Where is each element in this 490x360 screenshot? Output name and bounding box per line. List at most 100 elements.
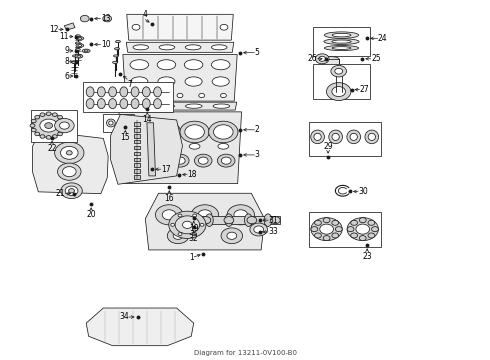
Circle shape: [368, 233, 375, 238]
Ellipse shape: [120, 99, 128, 109]
Ellipse shape: [73, 55, 77, 57]
Ellipse shape: [120, 87, 128, 97]
Ellipse shape: [154, 99, 161, 109]
Ellipse shape: [75, 42, 80, 44]
Ellipse shape: [143, 87, 150, 97]
Circle shape: [347, 218, 378, 240]
Circle shape: [65, 186, 78, 195]
Circle shape: [58, 132, 62, 136]
Ellipse shape: [131, 87, 139, 97]
Circle shape: [58, 116, 62, 119]
Circle shape: [40, 135, 45, 138]
Ellipse shape: [211, 60, 230, 70]
Ellipse shape: [311, 130, 324, 144]
Circle shape: [220, 24, 228, 30]
Bar: [134, 134, 140, 138]
Ellipse shape: [189, 143, 200, 149]
Bar: [134, 140, 140, 144]
Circle shape: [132, 24, 140, 30]
Circle shape: [52, 135, 57, 138]
Circle shape: [57, 163, 81, 180]
Circle shape: [214, 125, 233, 139]
Circle shape: [52, 113, 57, 116]
Circle shape: [221, 157, 231, 164]
Circle shape: [198, 157, 208, 164]
Circle shape: [195, 154, 212, 167]
Circle shape: [152, 157, 162, 164]
Text: 18: 18: [187, 170, 197, 179]
Circle shape: [155, 205, 183, 225]
Text: 33: 33: [269, 228, 278, 237]
Circle shape: [335, 227, 342, 231]
Ellipse shape: [130, 60, 148, 70]
Ellipse shape: [130, 104, 147, 108]
Ellipse shape: [143, 99, 150, 109]
Ellipse shape: [158, 77, 175, 86]
Bar: [134, 122, 140, 126]
Ellipse shape: [72, 61, 76, 63]
Ellipse shape: [186, 214, 194, 226]
Text: 9: 9: [64, 46, 69, 55]
Circle shape: [167, 228, 189, 244]
Ellipse shape: [185, 45, 201, 50]
Circle shape: [182, 221, 192, 228]
Ellipse shape: [86, 87, 94, 97]
Ellipse shape: [332, 40, 351, 43]
Circle shape: [32, 114, 65, 138]
Ellipse shape: [115, 48, 120, 50]
Ellipse shape: [264, 214, 272, 226]
Circle shape: [31, 119, 36, 123]
Bar: [134, 146, 140, 149]
Circle shape: [356, 224, 369, 234]
Circle shape: [35, 116, 40, 119]
Circle shape: [60, 147, 78, 159]
Ellipse shape: [77, 55, 81, 57]
Text: 10: 10: [101, 40, 110, 49]
Text: 27: 27: [360, 85, 369, 94]
Polygon shape: [111, 114, 182, 184]
Circle shape: [129, 157, 139, 164]
Circle shape: [185, 125, 204, 139]
Ellipse shape: [113, 61, 118, 63]
Circle shape: [209, 121, 238, 143]
Ellipse shape: [133, 45, 148, 50]
Circle shape: [218, 154, 235, 167]
Circle shape: [122, 121, 152, 143]
Text: 5: 5: [255, 48, 260, 57]
Circle shape: [61, 183, 82, 199]
Polygon shape: [119, 112, 242, 184]
Circle shape: [162, 210, 176, 220]
Text: 3: 3: [255, 150, 260, 159]
Ellipse shape: [109, 87, 117, 97]
Ellipse shape: [84, 50, 88, 52]
Ellipse shape: [213, 104, 230, 108]
Polygon shape: [127, 14, 233, 40]
Text: 17: 17: [161, 165, 171, 174]
Text: 19: 19: [189, 224, 198, 233]
Ellipse shape: [86, 99, 94, 109]
Text: 26: 26: [308, 54, 318, 63]
Circle shape: [61, 119, 66, 123]
Ellipse shape: [76, 44, 84, 47]
Text: 14: 14: [143, 115, 152, 124]
Ellipse shape: [350, 133, 357, 140]
Ellipse shape: [314, 133, 321, 140]
Ellipse shape: [109, 99, 117, 109]
Bar: [134, 128, 140, 132]
Ellipse shape: [78, 37, 82, 39]
Text: 20: 20: [86, 211, 96, 220]
Circle shape: [55, 118, 74, 133]
Circle shape: [148, 154, 166, 167]
Circle shape: [40, 113, 45, 116]
Ellipse shape: [124, 121, 128, 125]
Text: 32: 32: [189, 234, 198, 243]
Circle shape: [335, 68, 343, 74]
Text: 1: 1: [189, 253, 194, 262]
Text: 6: 6: [64, 72, 69, 81]
Text: 11: 11: [60, 32, 69, 41]
Ellipse shape: [98, 99, 105, 109]
Circle shape: [61, 128, 66, 132]
Ellipse shape: [159, 45, 175, 50]
Circle shape: [127, 125, 147, 139]
Circle shape: [316, 54, 329, 64]
